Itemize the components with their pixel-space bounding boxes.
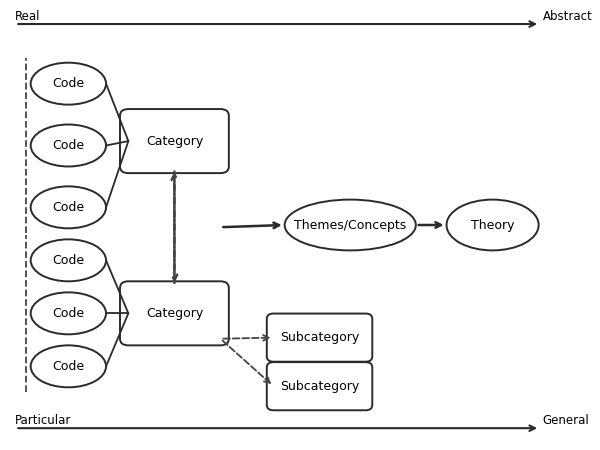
- Text: Themes/Concepts: Themes/Concepts: [294, 219, 406, 231]
- Text: Category: Category: [146, 135, 203, 148]
- Text: Code: Code: [52, 307, 85, 320]
- Text: Abstract: Abstract: [543, 10, 593, 22]
- Text: General: General: [543, 414, 590, 427]
- Text: Category: Category: [146, 307, 203, 320]
- Text: Code: Code: [52, 77, 85, 90]
- Text: Code: Code: [52, 139, 85, 152]
- Text: Real: Real: [16, 10, 41, 22]
- Text: Code: Code: [52, 201, 85, 214]
- Text: Particular: Particular: [16, 414, 72, 427]
- Text: Code: Code: [52, 254, 85, 267]
- Text: Code: Code: [52, 360, 85, 373]
- Text: Theory: Theory: [471, 219, 514, 231]
- Text: Subcategory: Subcategory: [280, 380, 359, 393]
- Text: Subcategory: Subcategory: [280, 331, 359, 344]
